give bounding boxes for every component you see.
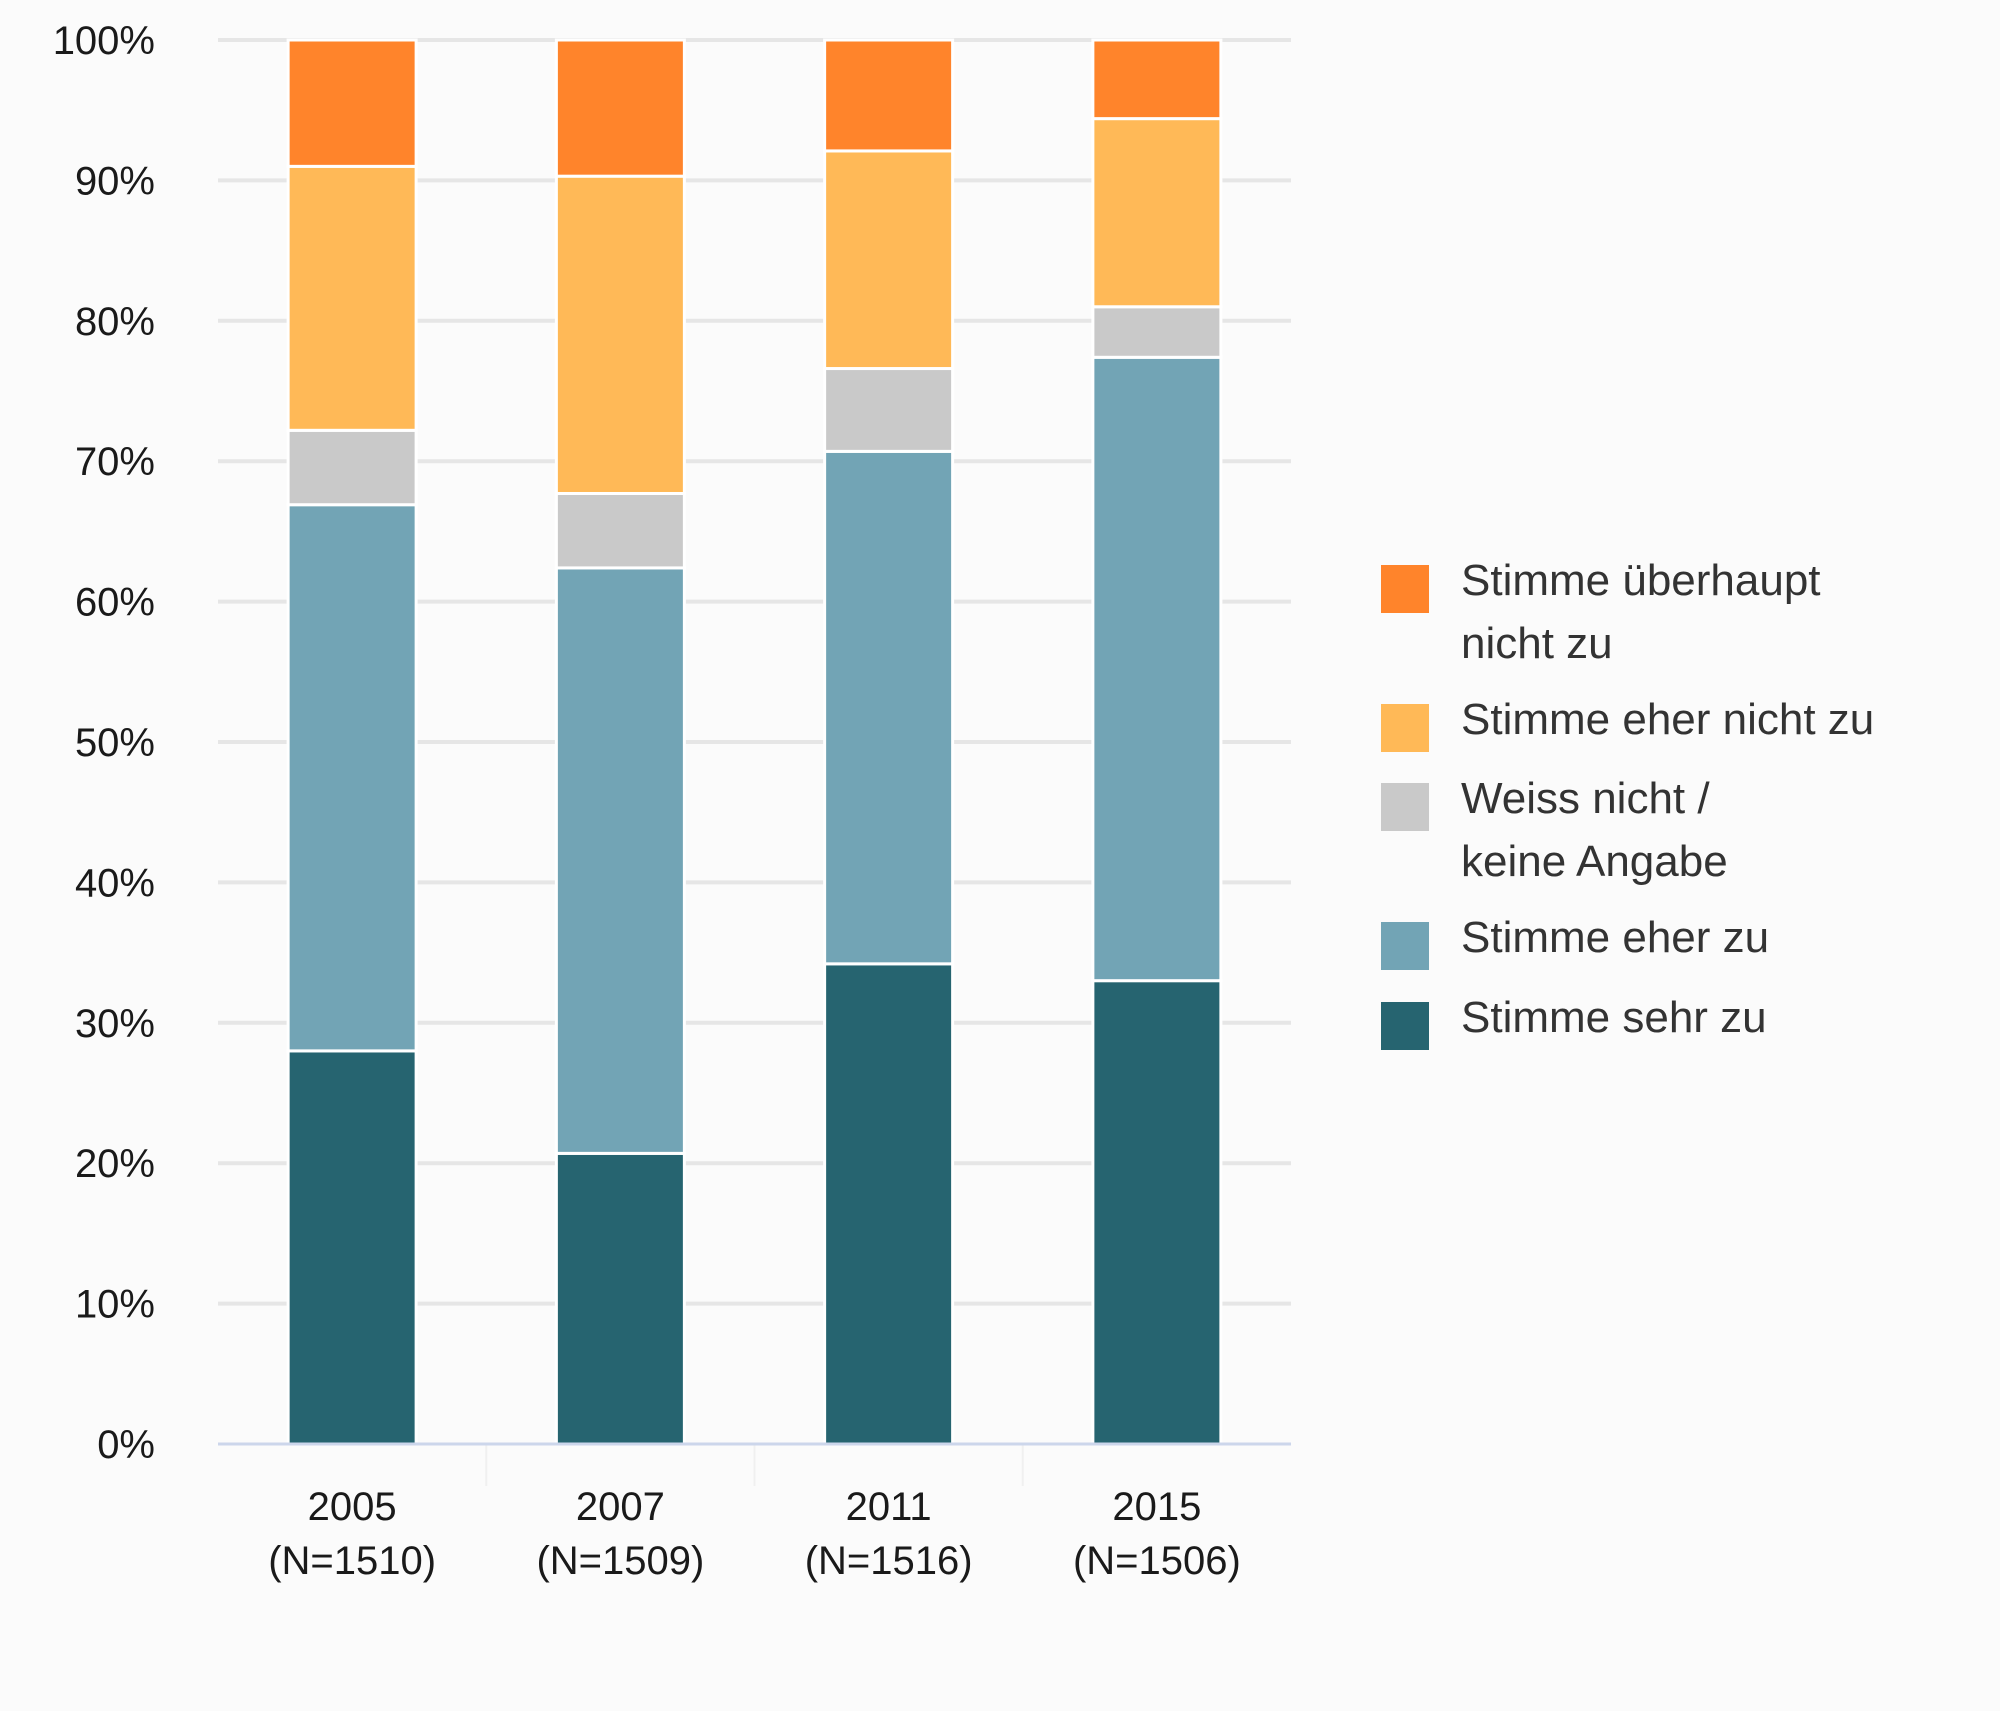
- bar-segment: [823, 962, 955, 1446]
- x-tick-label: 2011: [846, 1485, 932, 1529]
- x-tick-label: (N=1509): [536, 1539, 704, 1583]
- y-tick-label: 60%: [75, 581, 155, 625]
- legend-swatch: [1381, 783, 1429, 831]
- y-tick-label: 0%: [97, 1423, 155, 1467]
- legend-label: Weiss nicht /: [1461, 774, 1710, 823]
- bar-segment: [286, 38, 418, 168]
- y-tick-label: 20%: [75, 1142, 155, 1186]
- bar-segment: [554, 38, 686, 178]
- x-tick-label: 2005: [308, 1485, 397, 1529]
- y-tick-label: 30%: [75, 1002, 155, 1046]
- bar-segment: [286, 428, 418, 507]
- y-tick-label: 40%: [75, 861, 155, 905]
- legend-swatch: [1381, 704, 1429, 752]
- legend-swatch: [1381, 1002, 1429, 1050]
- legend-label: keine Angabe: [1461, 837, 1728, 886]
- bar-segment: [286, 503, 418, 1053]
- bar-segment: [554, 566, 686, 1155]
- bar-segment: [554, 491, 686, 570]
- bar-segment: [286, 164, 418, 432]
- y-tick-label: 100%: [53, 19, 155, 63]
- bars: [286, 38, 1223, 1446]
- bar-segment: [1091, 117, 1223, 309]
- bar-segment: [1091, 38, 1223, 121]
- legend-swatch: [1381, 565, 1429, 613]
- legend-label: Stimme überhaupt: [1461, 556, 1821, 605]
- x-tick-label: (N=1510): [268, 1539, 436, 1583]
- legend: Stimme überhaupt nicht zu Stimme eher nich…: [1381, 556, 1874, 1050]
- bar-segment: [554, 174, 686, 495]
- legend-label: Stimme sehr zu: [1461, 993, 1767, 1042]
- x-tick-label: (N=1506): [1073, 1539, 1241, 1583]
- bar-segment: [1091, 979, 1223, 1446]
- y-tick-label: 70%: [75, 440, 155, 484]
- y-tick-label: 10%: [75, 1283, 155, 1327]
- bar-segment: [823, 449, 955, 966]
- y-tick-label: 50%: [75, 721, 155, 765]
- bar-segment: [286, 1049, 418, 1446]
- legend-swatch: [1381, 922, 1429, 970]
- bar-segment: [823, 38, 955, 153]
- legend-label: nicht zu: [1461, 619, 1613, 668]
- legend-label: Stimme eher nicht zu: [1461, 695, 1874, 744]
- bar-segment: [823, 367, 955, 453]
- bar-segment: [1091, 355, 1223, 983]
- bar-segment: [554, 1151, 686, 1446]
- x-tick-label: 2015: [1112, 1485, 1201, 1529]
- axes: 0% 10% 20% 30% 40% 50% 60% 70% 80% 90% 100% 2005 (N=…: [53, 19, 1291, 1583]
- legend-label: Stimme eher zu: [1461, 913, 1769, 962]
- bar-segment: [823, 149, 955, 371]
- y-tick-label: 80%: [75, 300, 155, 344]
- bar-segment: [1091, 305, 1223, 359]
- y-tick-label: 90%: [75, 159, 155, 203]
- x-tick-label: 2007: [576, 1485, 665, 1529]
- x-tick-label: (N=1516): [805, 1539, 973, 1583]
